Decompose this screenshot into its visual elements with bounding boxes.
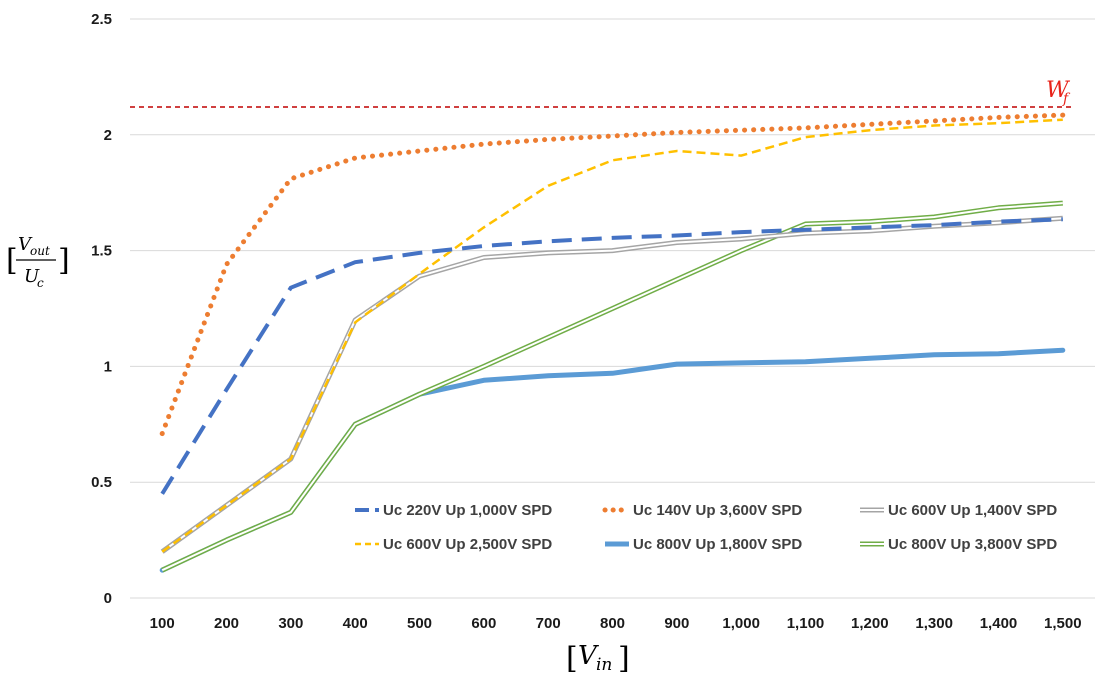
legend-label: Uc 140V Up 3,600V SPD bbox=[633, 502, 802, 519]
y-axis-label: [ V out U c ] bbox=[6, 234, 70, 290]
x-tick-label: 1,200 bbox=[851, 615, 889, 632]
x-tick-label: 1,500 bbox=[1044, 615, 1082, 632]
x-tick-label: 1,400 bbox=[980, 615, 1018, 632]
legend-label: Uc 600V Up 1,400V SPD bbox=[888, 502, 1057, 519]
x-tick-label: 200 bbox=[214, 615, 239, 632]
reference-line-label: W bbox=[1046, 78, 1071, 103]
svg-text:[: [ bbox=[6, 243, 18, 278]
legend-item-uc-600v-up-2-500v-spd: Uc 600V Up 2,500V SPD bbox=[355, 536, 552, 553]
legend-item-uc-220v-up-1-000v-spd: Uc 220V Up 1,000V SPD bbox=[355, 502, 552, 519]
x-axis-label: [ V in ] bbox=[566, 641, 630, 676]
x-tick-label: 500 bbox=[407, 615, 432, 632]
x-tick-label: 900 bbox=[664, 615, 689, 632]
legend-label: Uc 220V Up 1,000V SPD bbox=[383, 502, 552, 519]
svg-text:]: ] bbox=[58, 243, 70, 278]
legend-item-uc-800v-up-3-800v-spd: Uc 800V Up 3,800V SPD bbox=[860, 536, 1057, 553]
legend-label: Uc 800V Up 3,800V SPD bbox=[888, 536, 1057, 553]
x-tick-label: 1,000 bbox=[722, 615, 760, 632]
x-tick-label: 600 bbox=[471, 615, 496, 632]
y-tick-label: 2.5 bbox=[91, 11, 112, 28]
reference-line-group: Wf bbox=[130, 78, 1075, 108]
x-tick-label: 1,100 bbox=[787, 615, 825, 632]
x-tick-label: 1,300 bbox=[915, 615, 953, 632]
svg-text:in: in bbox=[596, 655, 612, 675]
x-axis-ticks: 100 200 300 400 500 600 700 800 900 1,000 1,100 1,2… bbox=[150, 615, 1082, 632]
y-tick-label: 0.5 bbox=[91, 474, 112, 491]
y-tick-label: 1 bbox=[104, 358, 112, 375]
series-line-uc-140v-up-3-600v-spd bbox=[159, 112, 1066, 437]
x-tick-label: 100 bbox=[150, 615, 175, 632]
svg-text:V: V bbox=[578, 641, 599, 671]
y-tick-label: 2 bbox=[104, 127, 112, 144]
series-line-uc-600v-up-2-500v-spd bbox=[161, 118, 1063, 553]
x-tick-label: 300 bbox=[278, 615, 303, 632]
svg-text:out: out bbox=[30, 244, 50, 258]
svg-text:V: V bbox=[18, 234, 33, 255]
x-tick-label: 800 bbox=[600, 615, 625, 632]
x-tick-label: 700 bbox=[536, 615, 561, 632]
series-line-uc-800v-up-3-800v-spd-inner bbox=[161, 202, 1063, 572]
legend: Uc 220V Up 1,000V SPD Uc 140V Up 3,600V S… bbox=[355, 502, 1057, 553]
x-tick-label: 400 bbox=[343, 615, 368, 632]
svg-text:[: [ bbox=[566, 641, 578, 676]
gridlines bbox=[130, 18, 1095, 599]
y-tick-label: 1.5 bbox=[91, 243, 112, 260]
svg-text:]: ] bbox=[618, 641, 630, 676]
series-line-uc-220v-up-1-000v-spd bbox=[160, 217, 1063, 495]
legend-item-uc-800v-up-1-800v-spd: Uc 800V Up 1,800V SPD bbox=[605, 536, 802, 553]
legend-item-uc-600v-up-1-400v-spd: Uc 600V Up 1,400V SPD bbox=[860, 502, 1057, 519]
y-tick-label: 0 bbox=[104, 590, 112, 607]
reference-line-label-subscript: f bbox=[1062, 91, 1071, 107]
y-axis-ticks: 0 0.5 1 1.5 2 2.5 bbox=[91, 11, 112, 607]
legend-label: Uc 800V Up 1,800V SPD bbox=[633, 536, 802, 553]
legend-item-uc-140v-up-3-600v-spd: Uc 140V Up 3,600V SPD bbox=[602, 502, 802, 519]
svg-text:c: c bbox=[37, 276, 44, 290]
legend-label: Uc 600V Up 2,500V SPD bbox=[383, 536, 552, 553]
series-group bbox=[159, 112, 1066, 573]
svg-text:U: U bbox=[24, 266, 40, 287]
